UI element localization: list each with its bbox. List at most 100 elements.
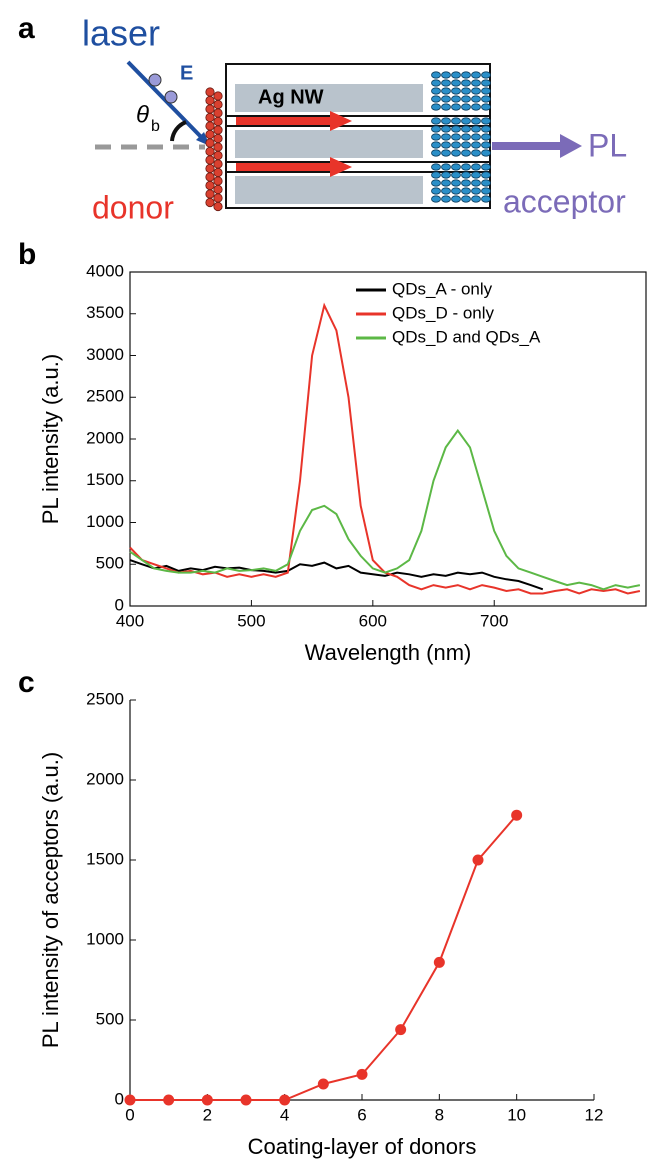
x-tick-label: 2 — [203, 1105, 212, 1124]
acceptor-dot — [481, 171, 491, 179]
series-line — [130, 814, 518, 1101]
diagram: a laser E θ b Ag NW PL donor acceptor — [18, 12, 627, 226]
acceptor-dot — [481, 117, 491, 125]
acceptor-dot — [461, 87, 471, 95]
donor-layer — [205, 87, 223, 212]
acceptor-dot — [451, 133, 461, 141]
donor-dot — [205, 172, 215, 182]
donor-dot — [205, 138, 215, 148]
acceptor-dot — [481, 141, 491, 149]
acceptor-dot — [441, 87, 451, 95]
acceptor-dot — [431, 171, 441, 179]
y-axis-title: PL intensity of acceptors (a.u.) — [38, 752, 63, 1048]
acceptor-dot — [481, 187, 491, 195]
donor-dot — [205, 146, 215, 157]
acceptor-dot — [431, 103, 441, 111]
acceptor-dot — [471, 141, 481, 149]
laser-label: laser — [82, 13, 160, 54]
acceptor-dot — [451, 95, 461, 103]
acceptor-dot — [471, 149, 481, 157]
acceptor-dot — [461, 133, 471, 141]
acceptor-dot — [441, 171, 451, 179]
acceptor-dot — [441, 187, 451, 195]
donor-dot — [213, 159, 223, 169]
x-tick-label: 700 — [480, 611, 508, 630]
donor-label: donor — [92, 189, 174, 225]
donor-dot — [213, 91, 223, 101]
acceptor-dot — [451, 149, 461, 157]
acceptor-dot — [481, 87, 491, 95]
polarization — [148, 73, 162, 87]
donor-dot — [213, 99, 223, 110]
point — [279, 1094, 291, 1106]
point — [124, 1094, 136, 1106]
angle-label: θ — [136, 101, 149, 128]
acceptor-dot — [471, 79, 481, 87]
polarization — [164, 90, 178, 104]
acceptor-dot — [431, 71, 441, 79]
acceptor-dot — [431, 163, 441, 171]
acceptor-dot — [471, 95, 481, 103]
field-label: E — [180, 62, 193, 84]
acceptor-dot — [441, 79, 451, 87]
y-tick-label: 2000 — [86, 428, 124, 447]
donor-dot — [213, 133, 223, 144]
donor-dot — [205, 112, 215, 123]
acceptor-dot — [461, 187, 471, 195]
donor-dot — [213, 201, 223, 212]
acceptor-dot — [461, 179, 471, 187]
transfer-arrow — [236, 111, 352, 131]
x-tick-label: 6 — [357, 1105, 366, 1124]
acceptor-dot — [441, 163, 451, 171]
acceptor-dot — [471, 179, 481, 187]
acceptor-dot — [461, 125, 471, 133]
acceptor-dot — [431, 149, 441, 157]
panel-label: a — [18, 12, 35, 45]
acceptor-layer — [431, 71, 491, 203]
y-tick-label: 2500 — [86, 387, 124, 406]
acceptor-dot — [441, 195, 451, 203]
acceptor-dot — [451, 141, 461, 149]
donor-dot — [205, 197, 215, 208]
acceptor-dot — [471, 163, 481, 171]
acceptor-dot — [481, 163, 491, 171]
acceptor-dot — [471, 87, 481, 95]
donor-dot — [205, 189, 215, 199]
point — [201, 1094, 213, 1106]
panel-label: b — [18, 238, 36, 271]
acceptor-dot — [431, 141, 441, 149]
acceptor-dot — [441, 95, 451, 103]
acceptor-dot — [431, 195, 441, 203]
acceptor-dot — [441, 125, 451, 133]
acceptor-dot — [461, 195, 471, 203]
acceptor-dot — [471, 133, 481, 141]
donor-dot — [213, 116, 223, 127]
acceptor-dot — [461, 149, 471, 157]
acceptor-dot — [431, 133, 441, 141]
acceptor-dot — [461, 79, 471, 87]
acceptor-dot — [451, 187, 461, 195]
series-line — [129, 302, 641, 595]
x-tick-label: 600 — [359, 611, 387, 630]
x-tick-label: 8 — [435, 1105, 444, 1124]
acceptor-dot — [441, 133, 451, 141]
acceptor-dot — [481, 125, 491, 133]
acceptor-dot — [461, 171, 471, 179]
y-tick-label: 2000 — [86, 769, 124, 788]
y-tick-label: 1500 — [86, 470, 124, 489]
acceptor-dot — [461, 95, 471, 103]
plot-frame — [129, 271, 647, 607]
y-tick-label: 1000 — [86, 929, 124, 948]
donor-dot — [213, 125, 223, 135]
donor-dot — [213, 150, 223, 161]
acceptor-dot — [441, 117, 451, 125]
output-label: PL — [588, 127, 627, 163]
acceptor-dot — [481, 71, 491, 79]
y-tick-label: 500 — [96, 554, 124, 573]
acceptor-dot — [451, 171, 461, 179]
acceptor-dot — [481, 149, 491, 157]
angle-subscript: b — [151, 118, 160, 135]
acceptor-dot — [441, 71, 451, 79]
acceptor-dot — [461, 163, 471, 171]
